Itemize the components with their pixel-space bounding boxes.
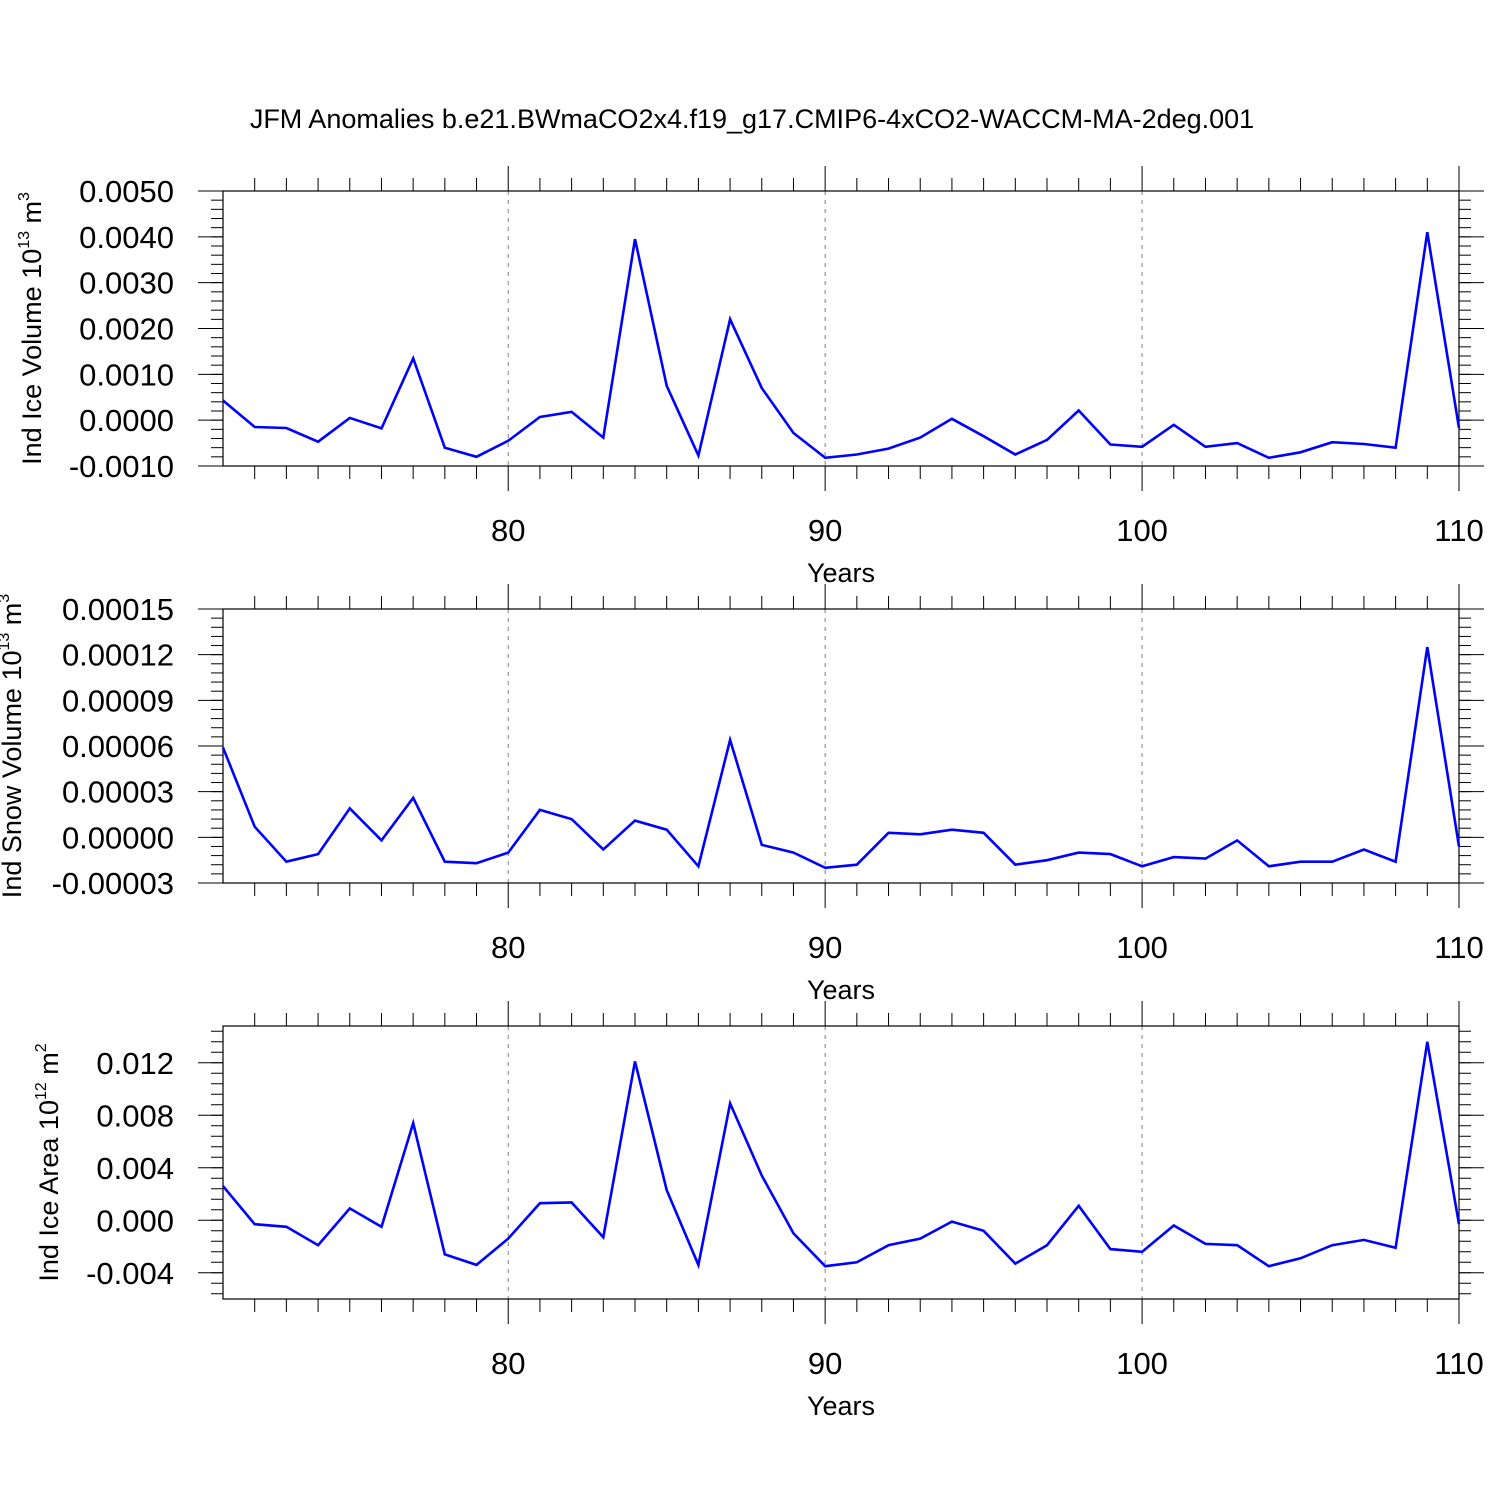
x-tick-label: 110 [1434, 1346, 1483, 1381]
x-tick-label: 90 [808, 930, 842, 965]
x-tick-label: 80 [491, 513, 525, 548]
x-tick-label: 80 [491, 930, 525, 965]
y-axis-label-unit: m [17, 201, 47, 231]
y-tick-label: 0.00006 [62, 729, 174, 764]
x-tick-label: 100 [1116, 513, 1168, 548]
y-axis-label-text: Ind Ice Area 10 [34, 1100, 64, 1282]
y-axis-label-exponent: 13 [0, 633, 13, 651]
y-axis-label-text: Ind Ice Volume 10 [17, 249, 47, 465]
panel-3: -0.004 0.000 0.004 0.008 0.012 80 90 100 110 Year… [33, 1001, 1484, 1421]
panel-1: -0.0010 0.0000 0.0010 0.0020 0.0030 0.0040 0.0… [16, 166, 1484, 588]
y-tick-label: 0.0040 [79, 220, 174, 255]
y-tick-label: -0.004 [86, 1256, 174, 1291]
y-axis-label-exponent: 13 [16, 231, 33, 249]
x-axis-label: Years [807, 558, 875, 588]
series-line [222, 231, 1461, 460]
x-tick-label: 100 [1116, 930, 1168, 965]
x-tick-label: 90 [808, 1346, 842, 1381]
y-tick-label: 0.00003 [62, 775, 174, 810]
y-tick-label: 0.00009 [62, 683, 174, 718]
y-axis-label: Ind Snow Volume 1013 m3 [0, 594, 27, 898]
series-line [222, 1041, 1461, 1270]
plot-frame [222, 1025, 1460, 1300]
y-axis-label-unit-exponent: 2 [33, 1043, 50, 1052]
y-tick-label: 0.0030 [79, 266, 174, 301]
y-tick-label: 0.0010 [79, 357, 174, 392]
x-tick-label: 110 [1434, 513, 1483, 548]
x-axis-label: Years [807, 975, 875, 1005]
y-axis-label: Ind Ice Area 1012 m2 [33, 1043, 64, 1281]
y-tick-label: 0.0020 [79, 312, 174, 347]
y-tick-label: 0.00012 [62, 638, 174, 673]
y-tick-label: 0.0050 [79, 174, 174, 209]
y-axis-label-unit: m [0, 603, 27, 633]
y-axis-label-text: Ind Snow Volume 10 [0, 651, 27, 899]
x-tick-label: 80 [491, 1346, 525, 1381]
y-axis-label-unit: m [34, 1052, 64, 1082]
y-axis-label: Ind Ice Volume 1013 m3 [16, 192, 47, 465]
y-tick-label: -0.00003 [52, 866, 174, 901]
y-tick-label: -0.0010 [69, 449, 174, 484]
x-tick-label: 100 [1116, 1346, 1168, 1381]
y-tick-label: 0.00015 [62, 592, 174, 627]
x-tick-label: 110 [1434, 930, 1483, 965]
y-tick-label: 0.004 [96, 1151, 174, 1186]
series-line [221, 646, 1461, 870]
x-axis-label: Years [807, 1391, 875, 1421]
y-tick-label: 0.000 [96, 1203, 174, 1238]
y-tick-label: 0.008 [96, 1098, 174, 1133]
x-tick-label: 90 [808, 513, 842, 548]
panels: -0.0010 0.0000 0.0010 0.0020 0.0030 0.0040 0.0… [0, 166, 1484, 1421]
y-tick-label: 0.0000 [79, 403, 174, 438]
y-axis-label-unit-exponent: 3 [16, 192, 33, 201]
y-axis-label-exponent: 12 [33, 1082, 50, 1100]
panel-2: -0.00003 0.00000 0.00003 0.00006 0.00009 0.00… [0, 584, 1484, 1005]
y-tick-label: 0.012 [96, 1046, 174, 1081]
y-axis-label-unit-exponent: 3 [0, 594, 13, 603]
plot-frame [222, 190, 1460, 467]
chart-title: JFM Anomalies b.e21.BWmaCO2x4.f19_g17.CM… [250, 104, 1254, 134]
y-tick-label: 0.00000 [62, 820, 174, 855]
plot-frame [222, 608, 1460, 884]
